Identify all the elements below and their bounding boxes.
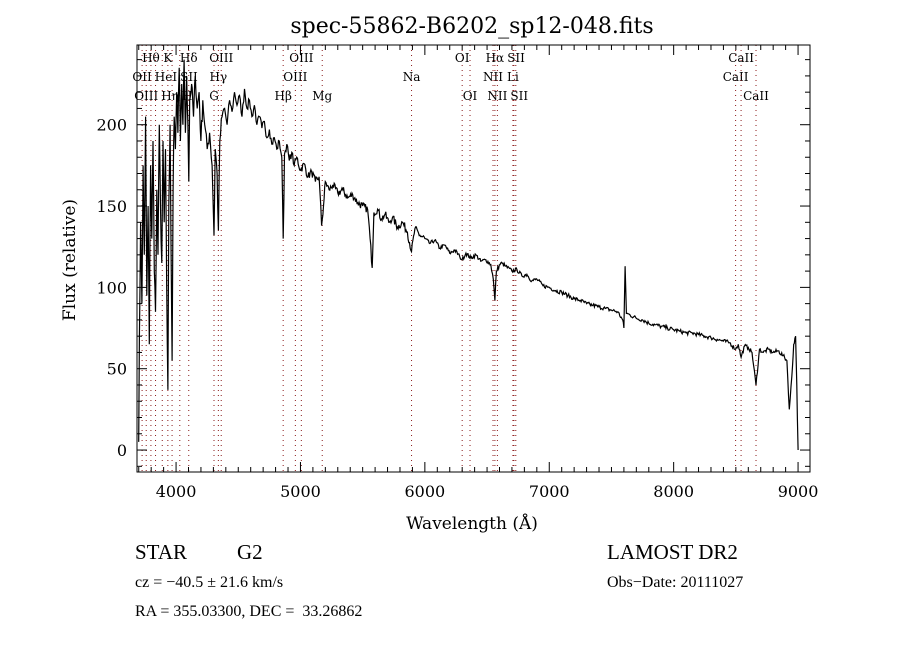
x-tick-label: 5000 (280, 482, 321, 501)
y-tick-label: 100 (96, 278, 127, 297)
y-tick-label: 150 (96, 197, 127, 216)
line-marker-label: SII (507, 51, 525, 65)
y-tick-label: 50 (107, 360, 127, 379)
line-marker-label: NII (487, 89, 507, 103)
chart-title: spec-55862-B6202_sp12-048.fits (290, 14, 653, 39)
line-marker-label: Hγ (210, 70, 228, 84)
line-marker-label: CaII (723, 70, 749, 84)
x-tick-label: 7000 (529, 482, 570, 501)
plot-frame (136, 44, 811, 473)
line-marker-label: Hα (486, 51, 505, 65)
line-marker-label: OIII (134, 89, 158, 103)
line-marker-label: CaII (728, 51, 754, 65)
line-marker-label: Na (403, 70, 421, 84)
line-marker-label: G (209, 89, 219, 103)
spectrum-line (138, 59, 799, 451)
y-tick-label: 0 (117, 441, 127, 460)
line-marker-label: Hη (161, 89, 179, 103)
line-marker-label: SII (510, 89, 528, 103)
obs-date: Obs−Date: 20111027 (607, 574, 744, 591)
line-marker-label: OII (132, 70, 152, 84)
x-axis-label: Wavelength (Å) (406, 513, 538, 534)
object-class: STAR (135, 540, 187, 564)
line-marker-label: OIII (283, 70, 307, 84)
line-marker-label: OIII (209, 51, 233, 65)
x-tick-label: 9000 (778, 482, 819, 501)
y-axis-label: Flux (relative) (60, 199, 80, 321)
x-tick-label: 6000 (405, 482, 446, 501)
line-marker-label: HeI (155, 70, 178, 84)
line-marker-label: OI (455, 51, 470, 65)
survey-name: LAMOST DR2 (607, 540, 738, 564)
line-marker-label: OI (463, 89, 478, 103)
line-marker-label: Hδ (180, 51, 198, 65)
line-marker-label: K (163, 51, 173, 65)
line-marker-label: Li (507, 70, 519, 84)
redshift-text: cz = −40.5 ± 21.6 km/s (135, 574, 284, 591)
x-tick-label: 4000 (156, 482, 197, 501)
line-marker-label: Hβ (275, 89, 292, 103)
line-marker-label: Hθ (142, 51, 160, 65)
coordinates: RA = 355.03300, DEC = 33.26862 (135, 603, 363, 620)
subclass: G2 (237, 540, 263, 564)
y-tick-label: 200 (96, 116, 127, 135)
axis-ticks: 4000 5000 6000 7000 8000 9000 0 50 100 150 200 (96, 45, 818, 501)
x-tick-label: 8000 (653, 482, 694, 501)
line-marker-label: OIII (289, 51, 313, 65)
line-marker-label: Mg (312, 89, 332, 103)
line-marker-label: NII (483, 70, 503, 84)
line-marker-label: CaII (743, 89, 769, 103)
